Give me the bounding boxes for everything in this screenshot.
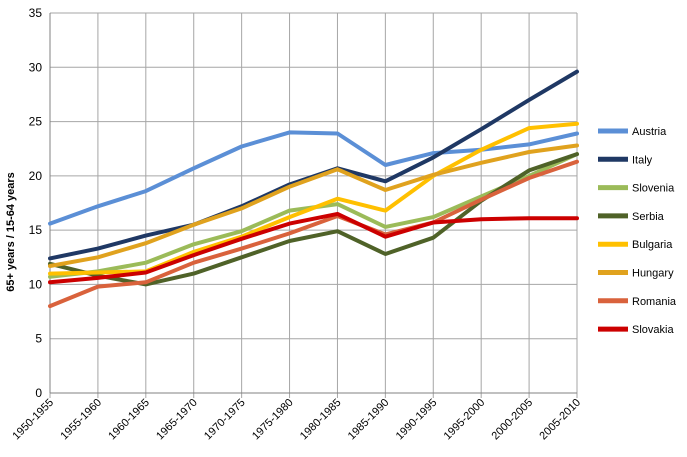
legend-label: Hungary <box>632 268 674 280</box>
y-tick-label: 0 <box>35 386 42 400</box>
x-tick-label: 1995-2000 <box>442 397 488 443</box>
series-line-slovakia <box>48 211 579 285</box>
y-tick-label: 20 <box>29 169 43 183</box>
x-tick-label: 1985-1990 <box>346 397 392 443</box>
series-lines <box>48 69 579 309</box>
y-tick-label: 15 <box>29 223 43 237</box>
series-line-hungary <box>48 143 579 268</box>
y-tick-label: 25 <box>29 115 43 129</box>
y-tick-label: 35 <box>29 6 43 20</box>
x-tick-label: 1965-1970 <box>154 397 200 443</box>
legend-label: Slovakia <box>632 324 674 336</box>
axes <box>49 13 577 394</box>
series-line-austria <box>48 130 579 226</box>
x-tick-label: 1960-1965 <box>106 397 152 443</box>
y-tick-label: 5 <box>35 332 42 346</box>
x-tick-label: 1990-1995 <box>394 397 440 443</box>
series-line-slovenia <box>48 152 579 279</box>
x-tick-label: 1975-1980 <box>250 397 296 443</box>
x-tick-label: 1970-1975 <box>202 397 248 443</box>
legend-label: Serbia <box>632 211 665 223</box>
series-line-romania <box>48 159 579 309</box>
x-tick-labels: 1950-1955 1955-1960 1960-1965 1965-1970 1970… <box>10 397 583 443</box>
legend-label: Italy <box>632 154 653 166</box>
legend-label: Austria <box>632 126 667 138</box>
x-tick-label: 2005-2010 <box>537 397 583 443</box>
y-tick-labels: 0 5 10 15 20 25 30 35 <box>29 6 43 400</box>
legend-label: Bulgaria <box>632 239 673 251</box>
y-tick-label: 30 <box>29 60 43 74</box>
y-axis-label: 65+ years / 15-64 years <box>5 172 17 292</box>
y-tick-label: 10 <box>29 277 43 291</box>
x-tick-label: 1950-1955 <box>10 397 56 443</box>
x-tick-label: 1980-1985 <box>298 397 344 443</box>
legend: Austria Italy Slovenia Serbia Bulgaria Hungar… <box>598 126 677 336</box>
legend-label: Romania <box>632 296 677 308</box>
x-tick-label: 1955-1960 <box>58 397 104 443</box>
legend-label: Slovenia <box>632 183 675 195</box>
x-tick-label: 2000-2005 <box>490 397 536 443</box>
